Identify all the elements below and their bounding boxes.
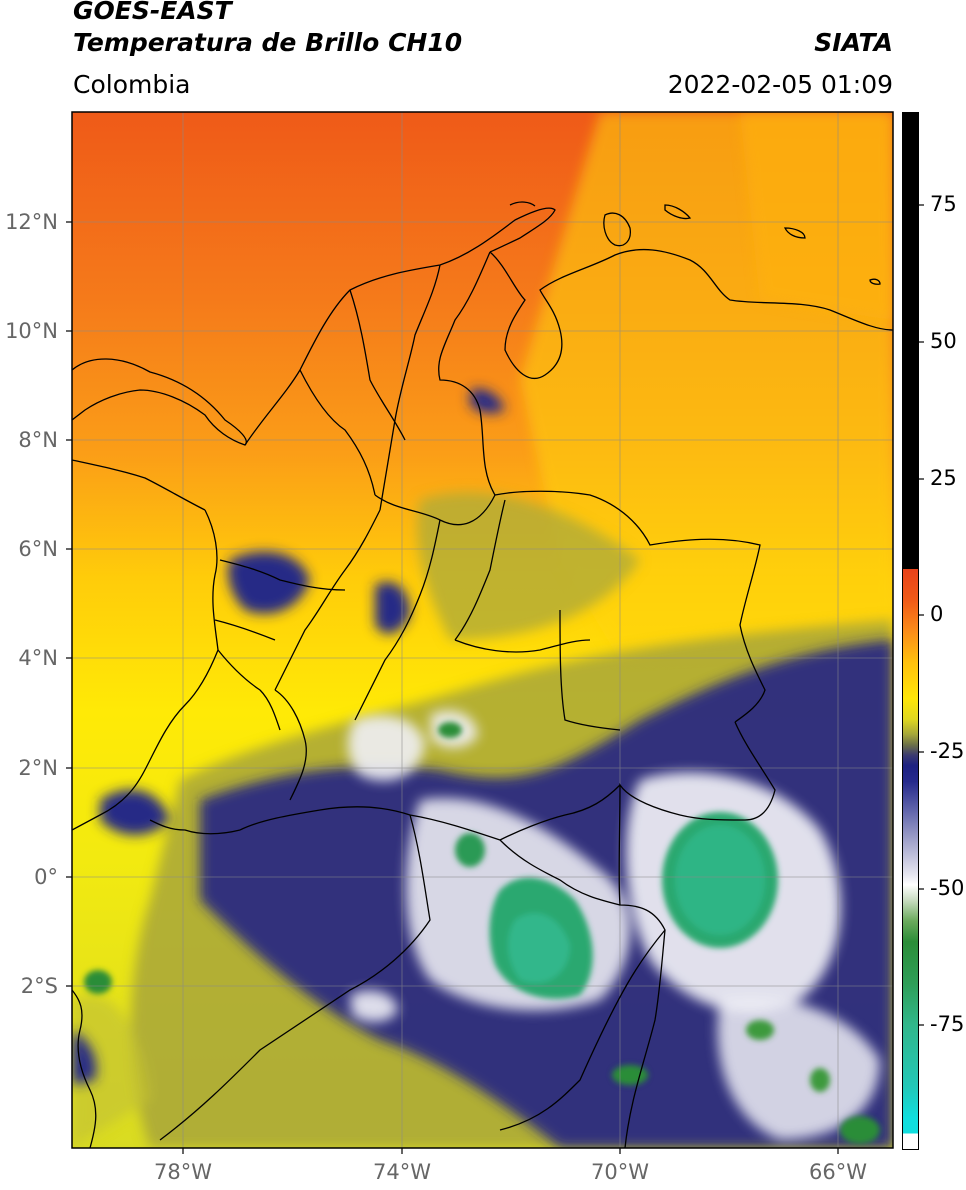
lon-label: 74°W — [373, 1160, 431, 1184]
lat-label: 6°N — [18, 537, 58, 561]
colorbar-tick-label: -50 — [930, 876, 965, 900]
colorbar-tick-label: 50 — [930, 329, 957, 353]
axis-ticks — [66, 204, 924, 1154]
agency-label: SIATA — [814, 28, 893, 57]
colorbar — [902, 112, 919, 1150]
lat-label: 10°N — [5, 319, 58, 343]
datetime-label: 2022-02-05 01:09 — [667, 70, 893, 99]
satellite-title: GOES-EAST — [73, 0, 232, 25]
lat-label: 12°N — [5, 210, 58, 234]
lon-label: 70°W — [591, 1160, 649, 1184]
coldest-cloud-tops — [84, 722, 880, 1144]
map-frame — [71, 111, 894, 1149]
region-label: Colombia — [73, 70, 191, 99]
lon-label: 66°W — [809, 1160, 867, 1184]
country-borders — [72, 201, 893, 1148]
colorbar-tick-label: 0 — [930, 602, 944, 626]
colorbar-tick-label: -75 — [930, 1012, 965, 1036]
lat-label: 2°N — [18, 756, 58, 780]
warm-band — [740, 112, 893, 320]
colorbar-tick-label: 75 — [930, 192, 957, 216]
lat-label: 0° — [34, 865, 58, 889]
colorbar-tick-label: 25 — [930, 466, 957, 490]
lat-label: 2°S — [20, 974, 58, 998]
lat-label: 8°N — [18, 428, 58, 452]
lat-label: 4°N — [18, 646, 58, 670]
lon-label: 78°W — [154, 1160, 212, 1184]
product-title: Temperatura de Brillo CH10 — [73, 28, 463, 57]
colorbar-tick-label: -25 — [930, 739, 965, 763]
